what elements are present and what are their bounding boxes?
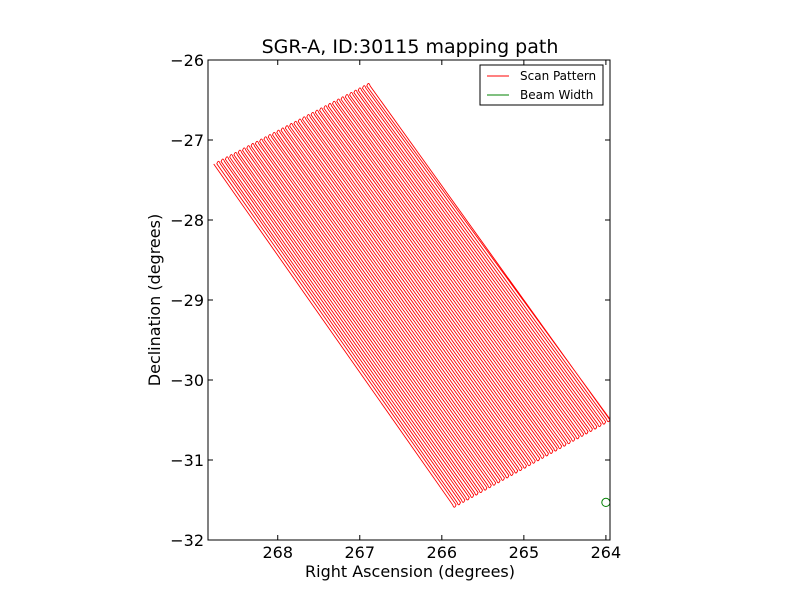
y-tick-label: −32 — [170, 531, 204, 550]
x-tick-label: 268 — [262, 543, 293, 562]
x-tick-label: 264 — [591, 543, 622, 562]
legend-box — [479, 64, 604, 106]
scan-pattern-series — [213, 83, 611, 508]
legend: Scan Pattern Beam Width — [479, 64, 604, 106]
x-tick-label: 267 — [345, 543, 376, 562]
x-axis: 268 267 266 265 264 — [262, 60, 621, 562]
legend-label-scan-pattern: Scan Pattern — [520, 69, 596, 83]
x-tick-label: 265 — [509, 543, 540, 562]
y-tick-label: −31 — [170, 451, 204, 470]
y-tick-label: −29 — [170, 291, 204, 310]
scan-pattern-line — [213, 83, 611, 508]
y-axis: −26 −27 −28 −29 −30 −31 −32 — [170, 51, 610, 550]
y-tick-label: −26 — [170, 51, 204, 70]
y-tick-label: −28 — [170, 211, 204, 230]
y-tick-label: −30 — [170, 371, 204, 390]
y-axis-label: Declination (degrees) — [145, 214, 164, 386]
legend-label-beam-width: Beam Width — [520, 88, 593, 102]
plot-area — [208, 60, 610, 540]
x-axis-label: Right Ascension (degrees) — [305, 562, 515, 581]
chart-title: SGR-A, ID:30115 mapping path — [262, 36, 559, 58]
x-tick-label: 266 — [427, 543, 458, 562]
y-tick-label: −27 — [170, 131, 204, 150]
